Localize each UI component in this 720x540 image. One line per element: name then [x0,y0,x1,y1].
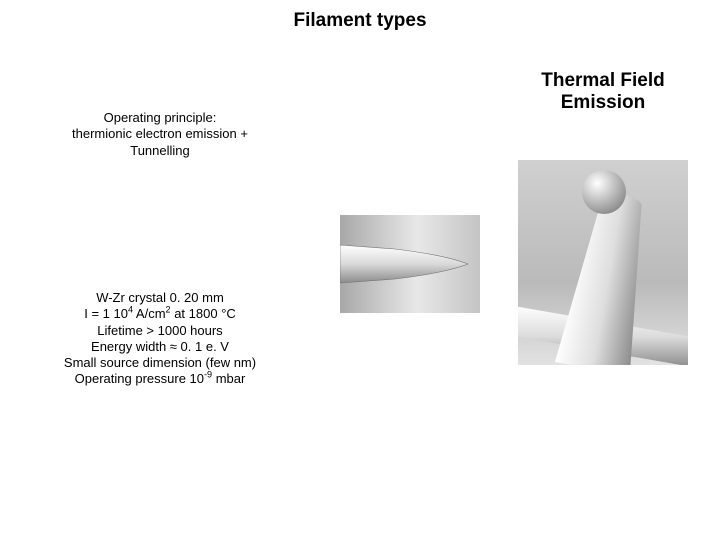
operating-principle-block: Operating principle: thermionic electron… [30,110,290,159]
principle-line: Tunnelling [30,143,290,159]
slide-title: Filament types [0,10,720,32]
spec-line: Small source dimension (few nm) [10,355,310,371]
spec-text: mbar [212,371,245,386]
tip-icon [340,215,480,313]
spec-text: at 1800 °C [171,306,236,321]
emitter-micrograph-image [518,160,688,365]
specs-block: W-Zr crystal 0. 20 mm I = 1 104 A/cm2 at… [10,290,310,388]
right-heading-line1: Thermal Field [541,70,665,91]
spec-line: W-Zr crystal 0. 20 mm [10,290,310,306]
spec-text: I = 1 10 [84,306,128,321]
spec-text: Operating pressure 10 [75,371,204,386]
right-heading: Thermal Field Emission [508,70,698,114]
spec-line: I = 1 104 A/cm2 at 1800 °C [10,306,310,322]
slide-root: { "title": { "text": "Filament types", "… [0,0,720,540]
tip-micrograph-image [340,215,480,313]
spec-line: Energy width ≈ 0. 1 e. V [10,339,310,355]
spec-sup: -9 [204,370,212,380]
principle-line: thermionic electron emission + [30,126,290,142]
principle-line: Operating principle: [30,110,290,126]
spec-line: Lifetime > 1000 hours [10,323,310,339]
spec-line: Operating pressure 10-9 mbar [10,371,310,387]
emitter-icon [518,160,688,365]
spec-text: A/cm [133,306,166,321]
right-heading-line2: Emission [561,92,645,113]
